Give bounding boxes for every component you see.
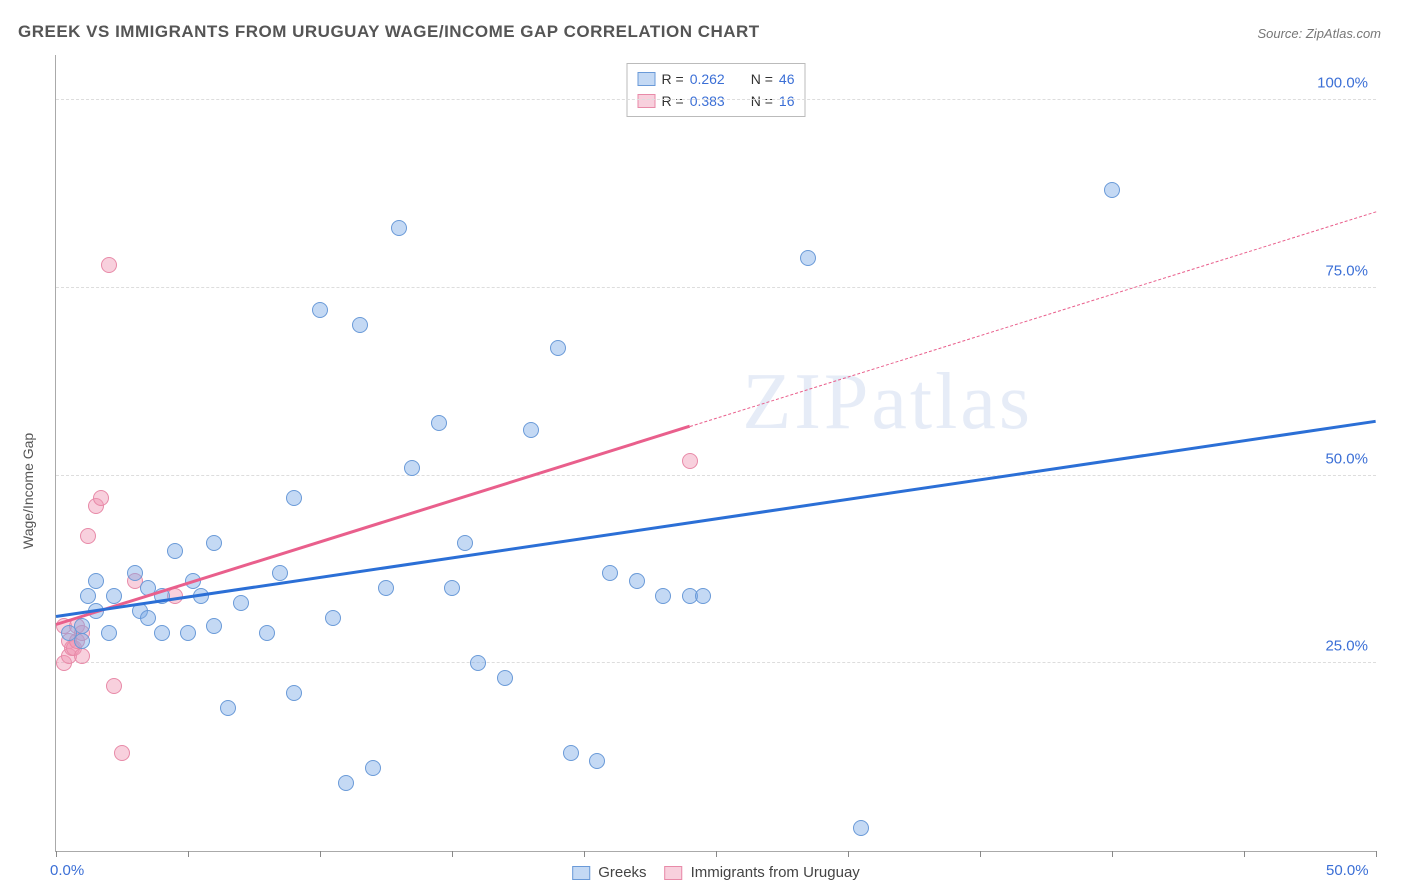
- n-value: 46: [779, 68, 795, 90]
- data-point-greek: [457, 535, 473, 551]
- trendline-uruguay: [56, 425, 690, 626]
- data-point-uruguay: [682, 453, 698, 469]
- data-point-greek: [431, 415, 447, 431]
- x-tick: [320, 851, 321, 857]
- data-point-uruguay: [93, 490, 109, 506]
- y-tick-label: 75.0%: [1325, 262, 1368, 279]
- data-point-greek: [655, 588, 671, 604]
- n-label: N =: [751, 68, 773, 90]
- stats-legend-row: R = 0.262 N = 46: [638, 68, 795, 90]
- x-tick-label: 0.0%: [50, 862, 84, 879]
- data-point-greek: [286, 490, 302, 506]
- series-legend-item: Immigrants from Uruguay: [665, 864, 860, 881]
- data-point-greek: [154, 625, 170, 641]
- x-tick-label: 50.0%: [1326, 862, 1369, 879]
- data-point-greek: [80, 588, 96, 604]
- data-point-greek: [378, 580, 394, 596]
- data-point-greek: [523, 422, 539, 438]
- y-axis-label: Wage/Income Gap: [20, 432, 36, 548]
- data-point-greek: [352, 317, 368, 333]
- x-tick: [848, 851, 849, 857]
- data-point-greek: [127, 565, 143, 581]
- gridline: [56, 662, 1376, 663]
- data-point-greek: [206, 618, 222, 634]
- data-point-greek: [800, 250, 816, 266]
- legend-label: Greeks: [598, 864, 646, 881]
- gridline: [56, 287, 1376, 288]
- data-point-greek: [404, 460, 420, 476]
- data-point-greek: [88, 573, 104, 589]
- data-point-greek: [338, 775, 354, 791]
- data-point-greek: [140, 610, 156, 626]
- data-point-uruguay: [114, 745, 130, 761]
- data-point-greek: [206, 535, 222, 551]
- data-point-greek: [602, 565, 618, 581]
- data-point-greek: [74, 633, 90, 649]
- x-tick: [1376, 851, 1377, 857]
- data-point-greek: [325, 610, 341, 626]
- data-point-greek: [695, 588, 711, 604]
- data-point-greek: [272, 565, 288, 581]
- trendline-uruguay-projected: [689, 212, 1376, 428]
- data-point-greek: [497, 670, 513, 686]
- watermark: ZIPatlas: [742, 357, 1033, 448]
- x-tick: [716, 851, 717, 857]
- chart-title: GREEK VS IMMIGRANTS FROM URUGUAY WAGE/IN…: [18, 22, 760, 42]
- scatter-plot-area: ZIPatlas R =0.262N =46R =0.383N =16 Gree…: [55, 55, 1376, 852]
- data-point-uruguay: [101, 257, 117, 273]
- data-point-greek: [101, 625, 117, 641]
- data-point-greek: [563, 745, 579, 761]
- data-point-greek: [470, 655, 486, 671]
- gridline: [56, 99, 1376, 100]
- y-tick-label: 25.0%: [1325, 638, 1368, 655]
- data-point-greek: [286, 685, 302, 701]
- data-point-uruguay: [80, 528, 96, 544]
- stats-legend-row: R = 0.383 N = 16: [638, 90, 795, 112]
- y-tick-label: 100.0%: [1317, 75, 1368, 92]
- trendline-greek: [56, 420, 1376, 618]
- data-point-greek: [391, 220, 407, 236]
- data-point-greek: [167, 543, 183, 559]
- data-point-greek: [550, 340, 566, 356]
- data-point-greek: [853, 820, 869, 836]
- data-point-greek: [365, 760, 381, 776]
- data-point-greek: [1104, 182, 1120, 198]
- source-attribution: Source: ZipAtlas.com: [1257, 26, 1381, 41]
- y-tick-label: 50.0%: [1325, 450, 1368, 467]
- r-value: 0.262: [690, 68, 725, 90]
- x-tick: [1244, 851, 1245, 857]
- data-point-greek: [259, 625, 275, 641]
- x-tick: [188, 851, 189, 857]
- data-point-greek: [180, 625, 196, 641]
- data-point-uruguay: [74, 648, 90, 664]
- x-tick: [980, 851, 981, 857]
- legend-swatch: [572, 866, 590, 880]
- legend-swatch: [638, 72, 656, 86]
- r-value: 0.383: [690, 90, 725, 112]
- r-label: R =: [662, 68, 684, 90]
- series-legend-item: Greeks: [572, 864, 646, 881]
- data-point-greek: [233, 595, 249, 611]
- x-tick: [1112, 851, 1113, 857]
- data-point-greek: [629, 573, 645, 589]
- data-point-greek: [106, 588, 122, 604]
- gridline: [56, 475, 1376, 476]
- n-value: 16: [779, 90, 795, 112]
- data-point-greek: [220, 700, 236, 716]
- data-point-greek: [589, 753, 605, 769]
- x-tick: [56, 851, 57, 857]
- legend-swatch: [638, 94, 656, 108]
- legend-swatch: [665, 866, 683, 880]
- data-point-greek: [444, 580, 460, 596]
- data-point-greek: [312, 302, 328, 318]
- legend-label: Immigrants from Uruguay: [691, 864, 860, 881]
- series-legend: Greeks Immigrants from Uruguay: [572, 864, 860, 881]
- x-tick: [584, 851, 585, 857]
- stats-legend: R = 0.262 N = 46 R = 0.383 N = 16: [627, 63, 806, 117]
- x-tick: [452, 851, 453, 857]
- data-point-uruguay: [106, 678, 122, 694]
- r-label: R =: [662, 90, 684, 112]
- data-point-greek: [74, 618, 90, 634]
- n-label: N =: [751, 90, 773, 112]
